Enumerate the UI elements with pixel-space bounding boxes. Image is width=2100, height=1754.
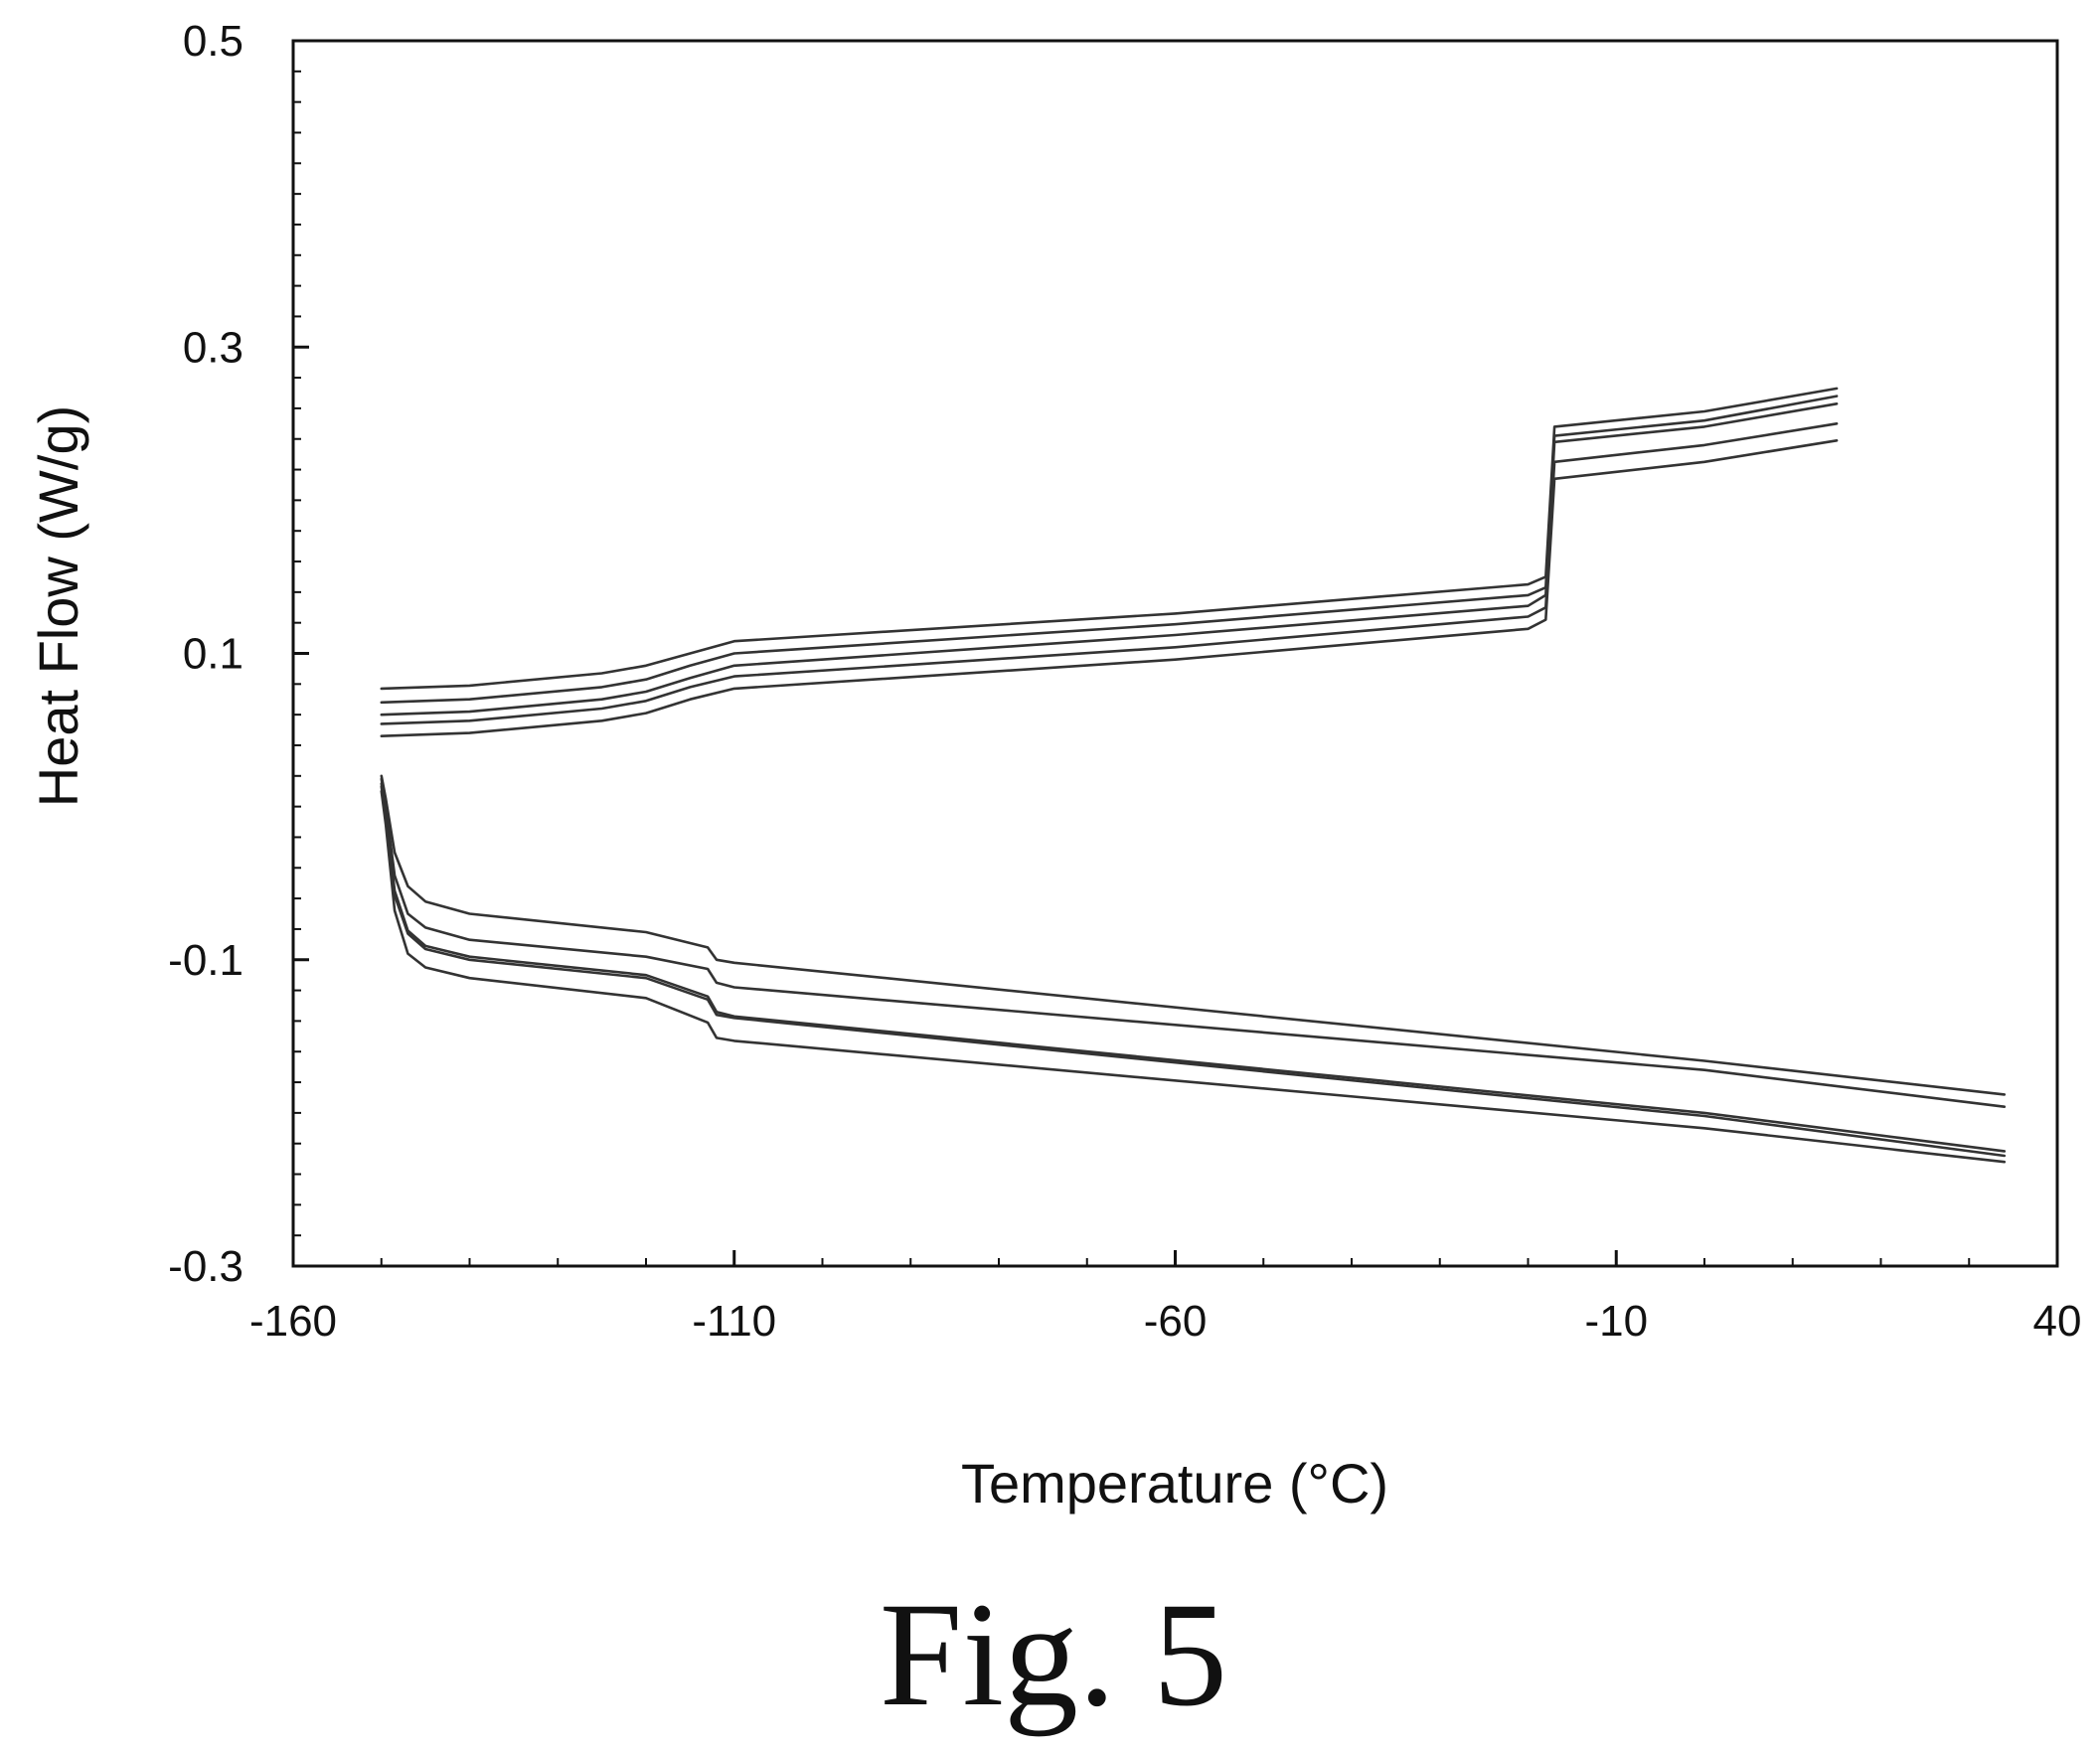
curves-group	[380, 387, 2007, 1164]
figure-caption: Fig. 5	[880, 1572, 1227, 1737]
minor-ticks	[292, 40, 2058, 1267]
heat-flow-curve-9	[380, 785, 2007, 1158]
heat-flow-curve-2	[380, 395, 1839, 705]
heat-flow-curve-3	[380, 401, 1839, 717]
y-tick-label: 0.5	[183, 17, 243, 66]
x-tick-label: -60	[1144, 1297, 1208, 1346]
x-axis-title: Temperature (°C)	[961, 1452, 1388, 1515]
y-tick-label: -0.3	[168, 1242, 243, 1291]
heat-flow-curve-10	[380, 789, 2007, 1164]
x-tick-label: 40	[2033, 1297, 2082, 1346]
y-axis-ticks: -0.3 -0.1 0.1 0.3 0.5	[168, 17, 309, 1291]
heat-flow-curve-5	[380, 438, 1839, 738]
x-tick-label: -110	[692, 1297, 776, 1346]
heat-flow-curve-8	[380, 782, 2007, 1153]
x-tick-label: -10	[1584, 1297, 1648, 1346]
heat-flow-curve-7	[380, 777, 2007, 1108]
plot-frame	[291, 39, 2059, 1268]
heat-flow-curve-6	[380, 774, 2007, 1096]
heat-flow-curve-4	[380, 421, 1839, 725]
x-axis-ticks: -160 -110 -60 -10 40	[249, 1250, 2082, 1346]
y-tick-label: -0.1	[168, 936, 243, 985]
x-tick-label: -160	[249, 1297, 337, 1346]
y-axis-title: Heat Flow (W/g)	[27, 405, 89, 808]
y-tick-label: 0.3	[183, 323, 243, 372]
heat-flow-curve-1	[380, 387, 1839, 691]
y-tick-label: 0.1	[183, 630, 243, 679]
